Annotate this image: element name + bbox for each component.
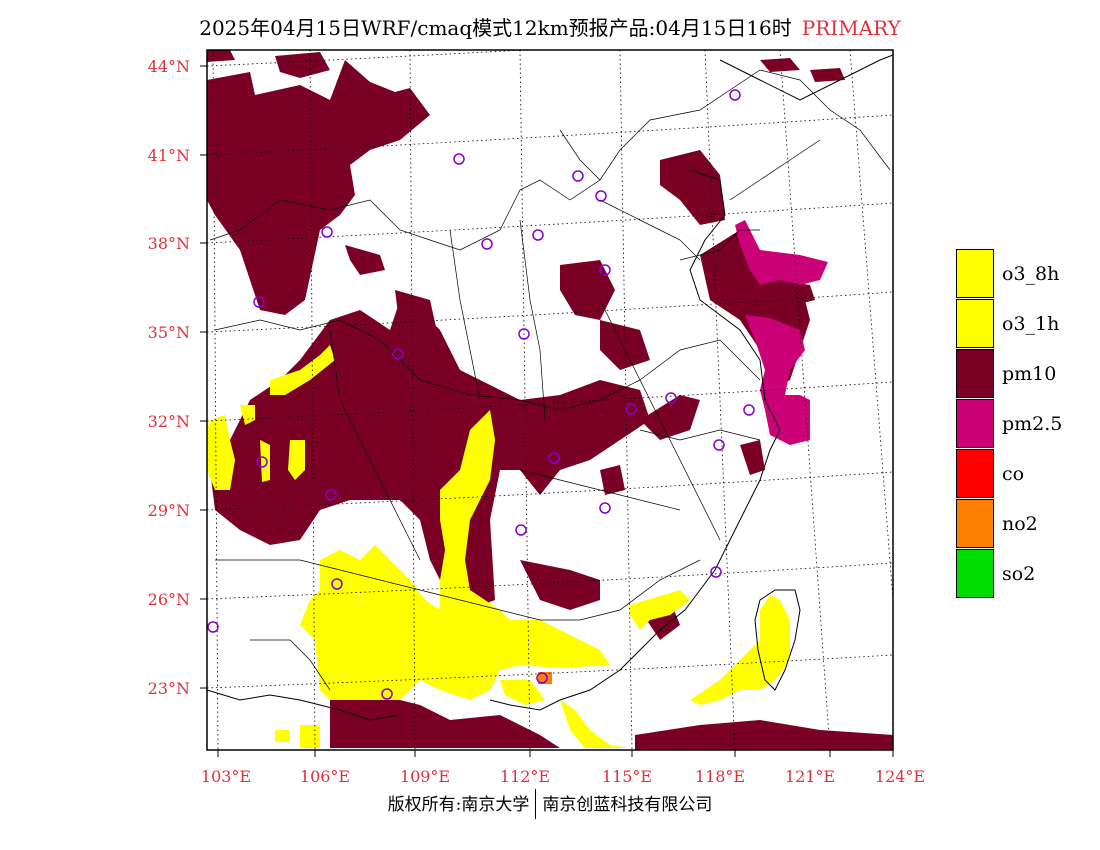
lat-label: 29°N (148, 501, 190, 520)
title-text: 2025年04月15日WRF/cmaq模式12km预报产品:04月15日16时 (199, 16, 792, 40)
legend-swatch (956, 449, 994, 498)
legend-label: pm10 (1002, 363, 1057, 385)
o3-regions (207, 345, 790, 748)
legend-swatch (956, 349, 994, 398)
lon-label: 109°E (400, 767, 450, 786)
no2-regions (538, 672, 552, 684)
lat-label: 23°N (148, 679, 190, 698)
station-markers (207, 89, 755, 700)
legend-label: pm2.5 (1002, 413, 1063, 435)
lat-label: 44°N (148, 57, 190, 76)
lat-label: 35°N (148, 323, 190, 342)
copyright-owner: 版权所有:南京大学 (387, 795, 530, 815)
lon-label: 118°E (695, 767, 745, 786)
lat-label: 41°N (148, 146, 190, 165)
north-border (719, 54, 893, 101)
graticule (207, 50, 893, 750)
copyright-company: 南京创蓝科技有限公司 (542, 795, 713, 815)
legend-swatch (956, 299, 994, 348)
pm25-regions (735, 220, 828, 445)
legend-label: o3_8h (1002, 263, 1060, 285)
map-title: 2025年04月15日WRF/cmaq模式12km预报产品:04月15日16时 P… (0, 12, 1100, 41)
lat-label: 32°N (148, 412, 190, 431)
province-boundaries (209, 69, 891, 691)
legend-swatch (956, 549, 994, 598)
legend-label: o3_1h (1002, 313, 1060, 335)
title-tag: PRIMARY (801, 16, 901, 40)
legend-label: so2 (1002, 563, 1036, 585)
tick-marks (200, 65, 894, 757)
legend-swatch (956, 249, 994, 298)
map-field (207, 50, 893, 750)
legend-swatch (956, 499, 994, 548)
map-frame (206, 49, 894, 751)
lon-label: 112°E (500, 767, 550, 786)
south-border (207, 689, 401, 721)
lon-label: 106°E (300, 767, 350, 786)
legend-swatch (956, 399, 994, 448)
longitude-labels: 103°E 106°E 109°E 112°E 115°E 118°E 121°… (201, 767, 925, 786)
copyright-footer: 版权所有:南京大学 南京创蓝科技有限公司 (0, 788, 1100, 821)
lon-label: 103°E (201, 767, 251, 786)
lon-label: 124°E (875, 767, 925, 786)
lon-label: 121°E (785, 767, 835, 786)
coastline (489, 169, 781, 711)
legend-label: co (1002, 463, 1025, 485)
latitude-labels: 44°N 41°N 38°N 35°N 32°N 29°N 26°N 23°N (148, 57, 190, 698)
lat-label: 26°N (148, 590, 190, 609)
lat-label: 38°N (148, 234, 190, 253)
taiwan-outline (754, 589, 801, 691)
legend-label: no2 (1002, 513, 1038, 535)
footer-separator (535, 788, 537, 819)
lon-label: 115°E (602, 767, 652, 786)
